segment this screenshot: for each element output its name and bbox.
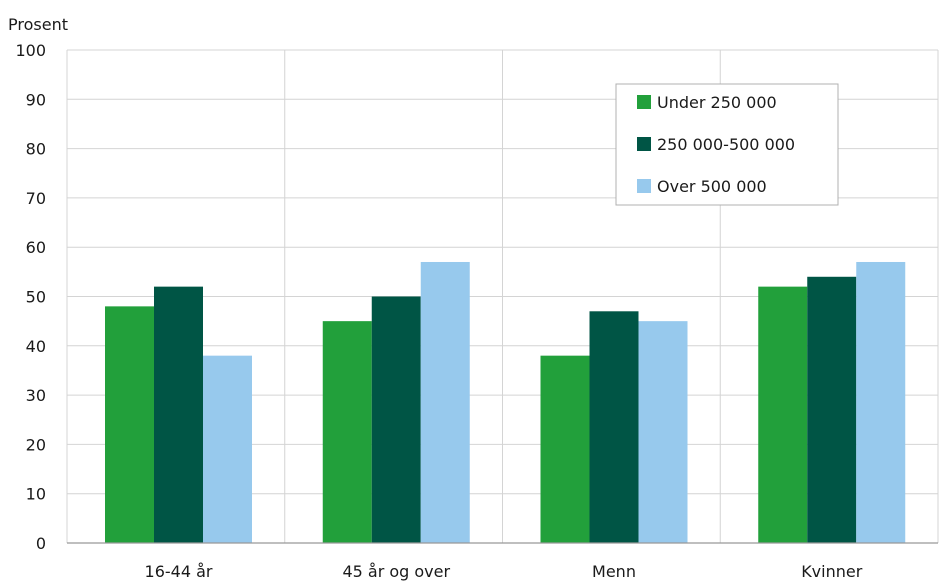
- bar: [540, 355, 590, 543]
- legend-swatch: [637, 95, 651, 109]
- y-tick-label: 10: [26, 485, 46, 504]
- bar: [638, 321, 688, 543]
- bar: [105, 306, 154, 543]
- y-tick-label: 100: [15, 41, 46, 60]
- y-tick-label: 50: [26, 288, 46, 307]
- bar: [203, 355, 252, 543]
- bars: [105, 261, 906, 543]
- y-tick-label: 90: [26, 90, 46, 109]
- y-tick-label: 70: [26, 189, 46, 208]
- y-tick-label: 60: [26, 238, 46, 257]
- bar: [322, 321, 372, 543]
- bar: [589, 311, 639, 543]
- y-tick-label: 80: [26, 140, 46, 159]
- legend: Under 250 000 250 000-500 000 Over 500 000: [615, 83, 839, 206]
- legend-label: 250 000-500 000: [657, 135, 795, 154]
- legend-swatch: [637, 137, 651, 151]
- x-tick-label: Kvinner: [801, 562, 863, 581]
- y-axis-label: Prosent: [8, 15, 68, 34]
- y-tick-label: 0: [36, 534, 46, 553]
- gridlines: [66, 49, 939, 543]
- bar: [371, 296, 421, 543]
- bar: [154, 286, 203, 543]
- x-tick-label: 45 år og over: [342, 562, 450, 581]
- legend-swatch: [637, 179, 651, 193]
- legend-label: Under 250 000: [657, 93, 777, 112]
- y-tick-label: 40: [26, 337, 46, 356]
- y-tick-label: 20: [26, 435, 46, 454]
- x-tick-label: 16-44 år: [145, 562, 213, 581]
- legend-box: [615, 83, 839, 206]
- y-axis-ticks: 0 10 20 30 40 50 60 70 80 90 100: [15, 41, 46, 553]
- y-tick-label: 30: [26, 386, 46, 405]
- bar: [807, 276, 857, 543]
- bar: [856, 261, 906, 543]
- x-axis-ticks: 16-44 år 45 år og over Menn Kvinner: [145, 562, 863, 581]
- bar: [758, 286, 808, 543]
- bar: [420, 261, 470, 543]
- legend-label: Over 500 000: [657, 177, 767, 196]
- x-tick-label: Menn: [592, 562, 636, 581]
